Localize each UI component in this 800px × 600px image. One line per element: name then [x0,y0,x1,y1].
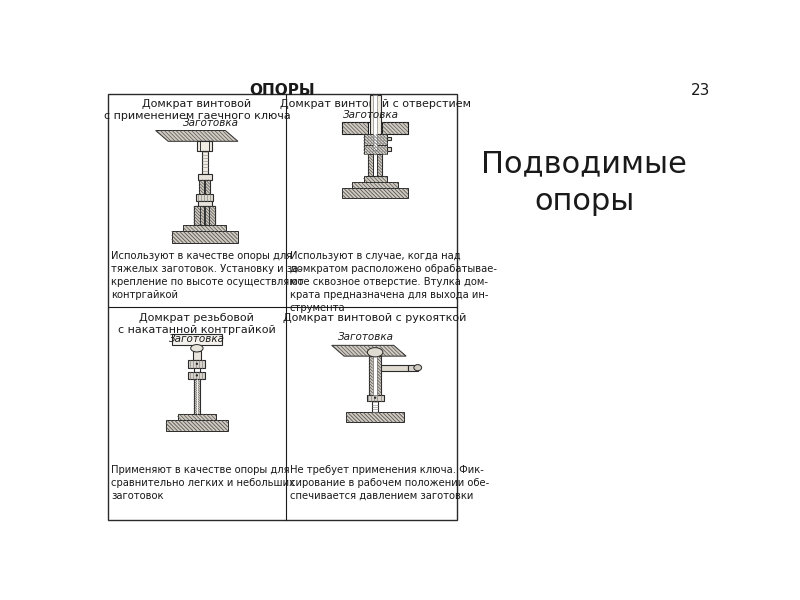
Bar [194,379,200,414]
Bar [200,206,210,225]
Bar [193,351,201,360]
Bar [386,148,391,151]
Bar [199,180,204,194]
Bar [108,94,457,520]
Bar [198,202,211,206]
Text: ОПОРЫ: ОПОРЫ [250,83,315,98]
Bar [342,122,368,134]
Bar [197,141,212,151]
Bar [352,182,398,188]
Bar [369,356,373,395]
Bar [178,414,216,420]
Text: Домкрат винтовой с отверстием: Домкрат винтовой с отверстием [280,99,470,109]
Bar [366,395,384,401]
Text: Домкрат винтовой
с применением гаечного ключа: Домкрат винтовой с применением гаечного … [103,99,290,121]
Bar [382,365,409,371]
Bar [199,180,210,194]
Bar [206,180,210,194]
Bar [386,137,391,140]
Bar [342,188,408,198]
Bar [172,232,238,243]
Bar [200,206,204,225]
Text: Домкрат винтовой с рукояткой: Домкрат винтовой с рукояткой [283,313,467,323]
Bar [196,194,213,202]
Bar [188,360,206,368]
Bar [210,206,215,225]
Text: Применяют в качестве опоры для
сравнительно легких и небольших
заготовок: Применяют в качестве опоры для сравнител… [111,464,295,501]
Bar [378,154,382,176]
Text: Заготовка: Заготовка [183,118,239,128]
Text: Не требует применения ключа. Фик-
сирование в рабочем положении обе-
спечивается: Не требует применения ключа. Фик- сирова… [290,464,489,501]
Bar [373,356,378,395]
Text: Заготовка: Заготовка [169,334,225,344]
Bar [373,95,378,150]
Polygon shape [332,346,406,356]
Bar [382,122,408,134]
Bar [368,154,373,176]
Ellipse shape [367,347,383,357]
Ellipse shape [190,344,203,352]
Bar [369,356,382,395]
Bar [172,334,222,344]
Bar [370,95,381,134]
Circle shape [196,362,198,365]
Circle shape [374,397,376,399]
Text: Подводимые
опоры: Подводимые опоры [482,149,687,216]
Bar [368,154,382,176]
Text: Заготовка: Заготовка [343,110,399,120]
Bar [198,173,211,180]
Bar [166,420,228,431]
Bar [346,412,404,422]
Bar [188,371,206,379]
Bar [206,206,210,225]
Circle shape [196,374,198,377]
Text: 23: 23 [691,83,710,98]
Bar [194,206,200,225]
Text: Используют в качестве опоры для
тяжелых заготовок. Установку и за-
крепление по : Используют в качестве опоры для тяжелых … [111,251,303,300]
Bar [363,176,386,182]
Bar [372,401,378,412]
Text: Заготовка: Заготовка [338,332,394,342]
Bar [409,365,418,371]
Bar [183,225,226,232]
Ellipse shape [414,365,422,371]
Bar [210,206,215,225]
Bar [194,379,200,414]
Text: Используют в случае, когда над
домкратом расположено обрабатывае-
мое сквозное о: Используют в случае, когда над домкратом… [290,251,497,313]
Bar [378,356,382,395]
Text: Домкрат резьбовой
с накатанной контргайкой: Домкрат резьбовой с накатанной контргайк… [118,313,276,335]
Bar [194,368,200,371]
Polygon shape [156,131,238,141]
Bar [194,206,200,225]
Bar [363,145,386,154]
Bar [363,134,386,145]
Bar [202,151,208,173]
